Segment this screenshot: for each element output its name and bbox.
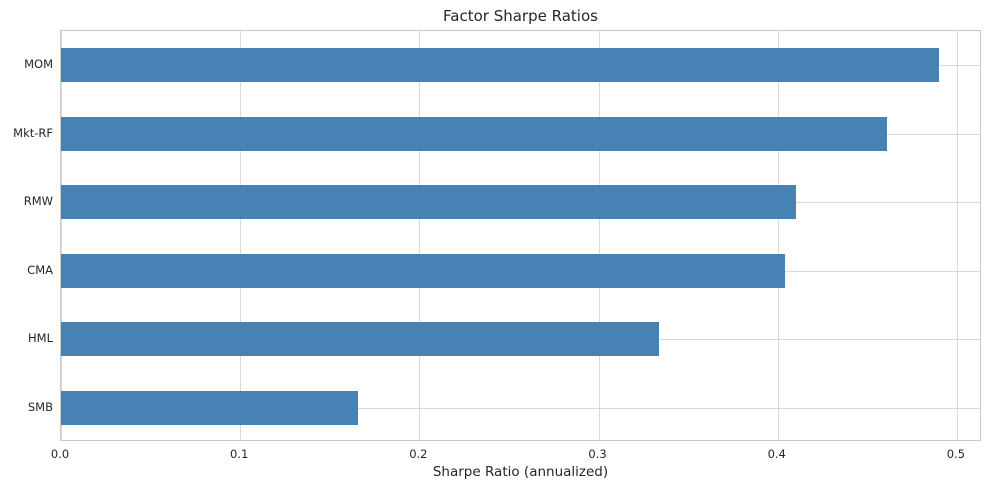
y-tick-label: RMW (23, 194, 53, 209)
x-tick-label: 0.2 (409, 447, 428, 461)
x-tick-label: 0.0 (50, 447, 70, 461)
bar-RMW (61, 185, 796, 220)
chart-title: Factor Sharpe Ratios (443, 7, 598, 25)
bar-CMA (61, 253, 785, 288)
y-tick-label: CMA (27, 262, 53, 277)
bar-Mkt-RF (61, 116, 888, 151)
gridline-vertical (598, 31, 600, 440)
x-tick-label: 0.1 (230, 447, 249, 461)
gridline-vertical (240, 31, 242, 440)
y-tick-label: SMB (27, 399, 53, 414)
y-tick-label: HML (28, 331, 53, 346)
gridline-vertical (956, 31, 958, 440)
y-tick-label: Mkt-RF (13, 125, 53, 140)
gridline-horizontal (61, 407, 980, 409)
plot-area (60, 30, 981, 441)
gridline-vertical (419, 31, 421, 440)
x-tick-label: 0.4 (767, 447, 786, 461)
y-tick-label: MOM (24, 57, 53, 72)
x-tick-label: 0.5 (946, 447, 966, 461)
x-axis-label: Sharpe Ratio (annualized) (432, 464, 609, 480)
bar-MOM (61, 48, 939, 83)
gridline-vertical (777, 31, 779, 440)
bar-HML (61, 322, 660, 357)
x-tick-label: 0.3 (588, 447, 607, 461)
gridline-vertical (61, 31, 62, 440)
bar-SMB (61, 390, 359, 425)
